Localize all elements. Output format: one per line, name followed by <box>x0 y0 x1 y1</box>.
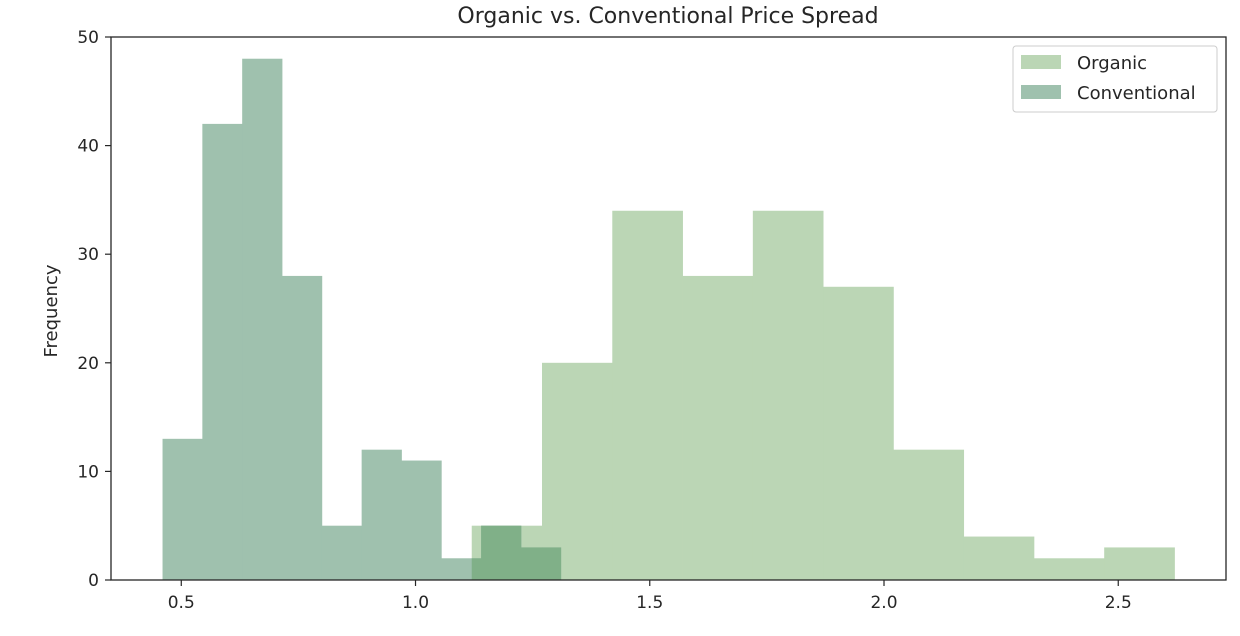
organic-bar <box>542 362 613 580</box>
plot-frame <box>110 36 1227 581</box>
x-tick-label: 2.5 <box>1105 593 1132 613</box>
organic-bar <box>752 210 824 580</box>
organic-histogram <box>471 210 1175 580</box>
overlap-region <box>471 525 562 580</box>
overlap-bar <box>542 547 562 580</box>
conventional-bar <box>361 449 402 580</box>
organic-bar <box>1033 558 1105 580</box>
legend-swatch-organic <box>1021 55 1061 69</box>
conventional-bar <box>242 58 283 581</box>
conventional-histogram <box>162 58 562 581</box>
organic-bar <box>963 536 1035 580</box>
organic-bar <box>823 286 894 580</box>
organic-bar <box>1104 547 1175 580</box>
y-tick-label: 40 <box>77 137 99 157</box>
legend: Organic Conventional <box>1012 45 1218 113</box>
y-tick-label: 10 <box>77 462 99 482</box>
organic-bar <box>682 275 754 580</box>
y-tick-label: 0 <box>88 571 99 591</box>
x-axis: 0.5 1.0 1.5 2.0 2.5 <box>168 580 1132 613</box>
y-tick-label: 50 <box>77 28 99 48</box>
y-tick-label: 30 <box>77 245 99 265</box>
conventional-bar <box>281 275 323 580</box>
x-tick-label: 1.5 <box>636 593 663 613</box>
x-tick-label: 0.5 <box>168 593 195 613</box>
conventional-bar <box>162 438 203 580</box>
legend-label-conventional: Conventional <box>1077 83 1196 104</box>
x-tick-label: 1.0 <box>402 593 429 613</box>
conventional-bar <box>401 460 442 580</box>
legend-label-organic: Organic <box>1077 53 1147 74</box>
organic-bar <box>893 449 965 580</box>
conventional-bar <box>202 123 243 580</box>
organic-bar <box>612 210 683 580</box>
legend-swatch-conventional <box>1021 85 1061 99</box>
y-axis: 0 10 20 30 40 50 <box>77 28 111 591</box>
overlap-bar <box>481 525 522 580</box>
conventional-bar <box>321 525 363 580</box>
x-tick-label: 2.0 <box>870 593 897 613</box>
conventional-bar <box>441 558 482 580</box>
overlap-bar <box>520 547 543 580</box>
y-tick-label: 20 <box>77 354 99 374</box>
chart-title: Organic vs. Conventional Price Spread <box>457 4 878 29</box>
y-axis-title: Frequency <box>41 264 62 357</box>
overlap-bar <box>471 558 482 580</box>
legend-frame <box>1012 45 1218 113</box>
